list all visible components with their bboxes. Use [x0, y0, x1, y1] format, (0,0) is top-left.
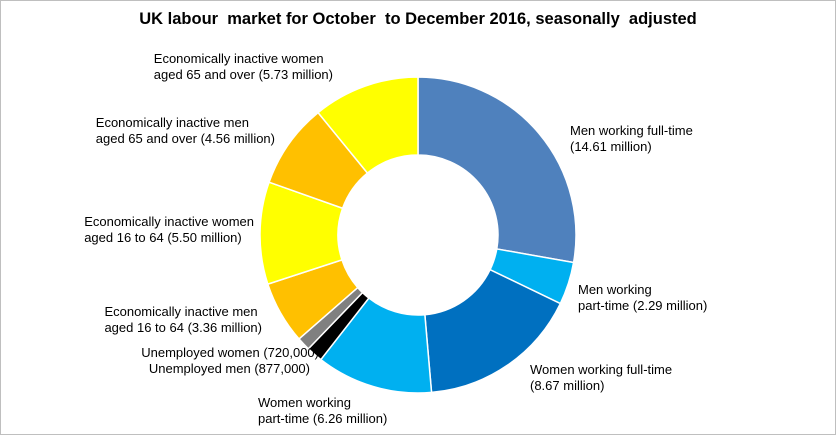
slice-inact-women-65 — [317, 76, 419, 175]
slice-men-ft — [417, 76, 577, 264]
slice-label-unemp-women: Unemployed women (720,000) — [141, 345, 319, 360]
slice-label-women-ft: Women working full-time (8.67 million) — [530, 362, 672, 393]
slice-label-inact-men-65: Economically inactive men aged 65 and ove… — [96, 115, 275, 146]
chart-title: UK labour market for October to December… — [139, 10, 697, 28]
slice-label-inact-women-16-64: Economically inactive women aged 16 to 64… — [84, 214, 254, 245]
slice-label-women-pt: Women working part-time (6.26 million) — [258, 395, 387, 426]
slice-label-men-ft: Men working full-time (14.61 million) — [570, 123, 693, 154]
slice-label-unemp-men: Unemployed men (877,000) — [149, 361, 310, 376]
slice-label-men-pt: Men working part-time (2.29 million) — [578, 282, 707, 313]
slice-label-inact-men-16-64: Economically inactive men aged 16 to 64 (… — [104, 304, 262, 335]
slice-label-inact-women-65: Economically inactive women aged 65 and o… — [154, 51, 333, 82]
